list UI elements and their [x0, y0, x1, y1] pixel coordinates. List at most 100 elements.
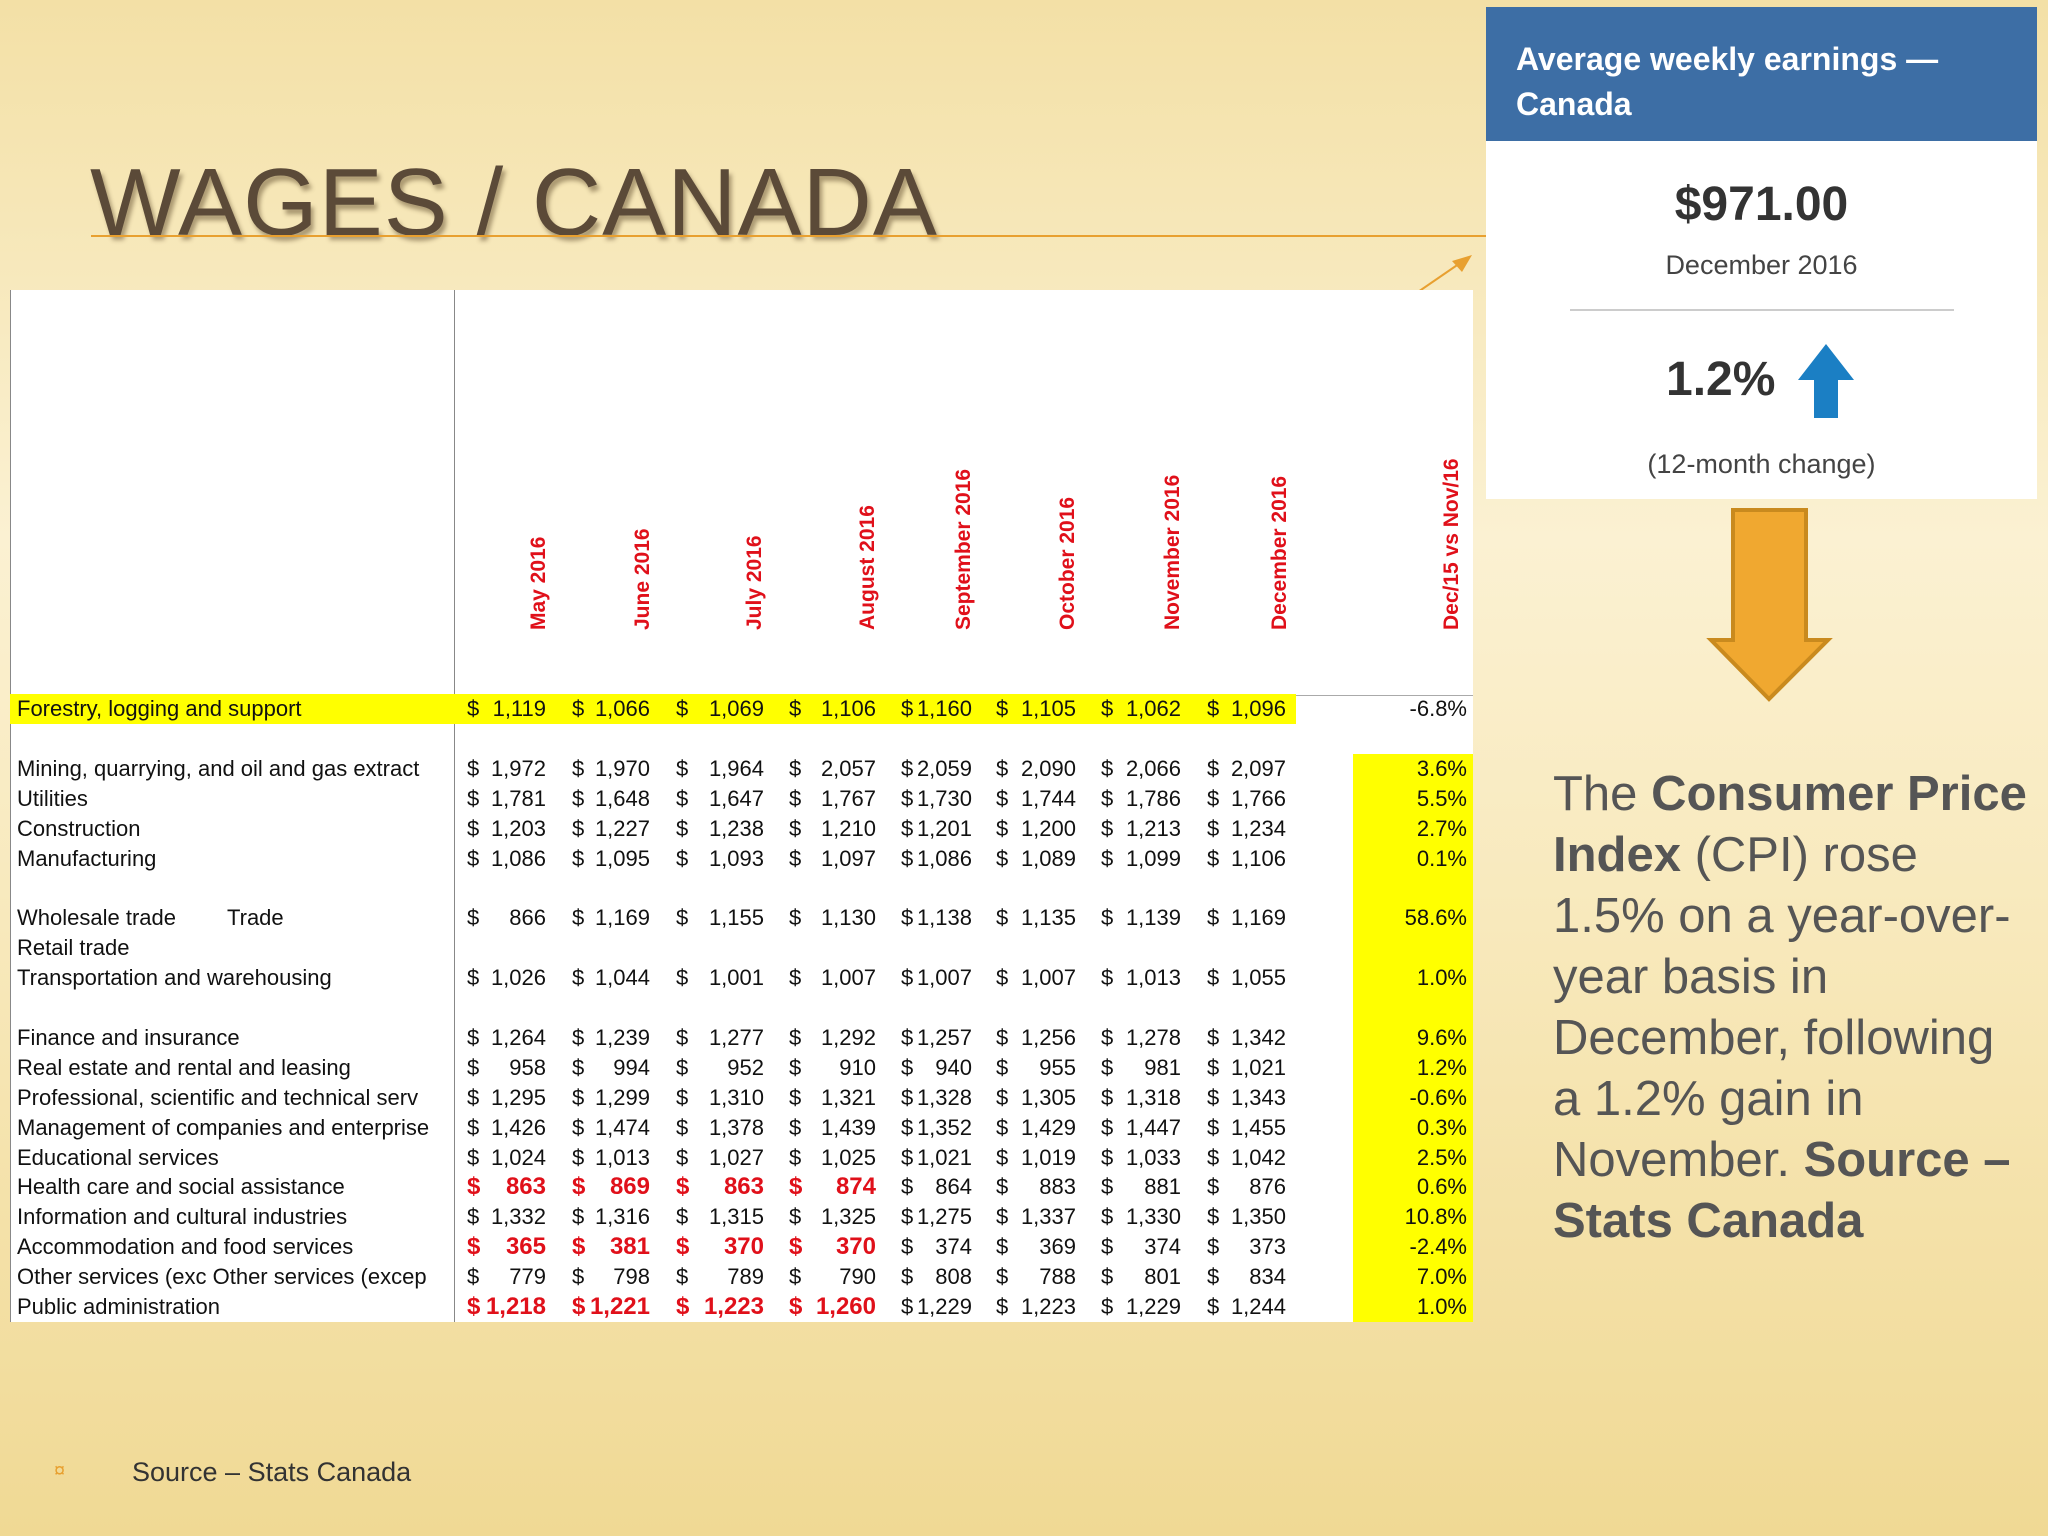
currency-sign: $	[1101, 1084, 1114, 1110]
currency-sign: $	[789, 1114, 802, 1140]
currency-sign: $	[572, 845, 585, 871]
currency-sign: $	[996, 1024, 1009, 1050]
currency-sign: $	[901, 1294, 914, 1319]
currency-sign: $	[996, 1144, 1009, 1170]
currency-sign: $	[676, 1264, 689, 1290]
currency-sign: $	[467, 755, 480, 781]
wage-cell: 883	[1039, 1174, 1076, 1200]
wage-cell: 1,744	[1020, 785, 1076, 811]
currency-sign: $	[789, 785, 802, 811]
currency-sign: $	[572, 1084, 585, 1110]
wage-cell: 1,648	[594, 785, 650, 811]
wage-cell: 373	[1249, 1234, 1286, 1260]
currency-sign: $	[901, 1084, 914, 1110]
wage-cell: 1,238	[708, 815, 764, 841]
wage-cell: 952	[727, 1054, 764, 1080]
currency-sign: $	[996, 1084, 1009, 1110]
currency-sign: $	[1101, 696, 1114, 721]
wage-cell: 864	[935, 1174, 972, 1200]
currency-sign: $	[1101, 845, 1114, 871]
left-border	[10, 290, 11, 1322]
row-label: Information and cultural industries	[17, 1204, 348, 1230]
up-arrow	[1798, 344, 1854, 418]
wage-cell: 1,066	[594, 696, 650, 721]
row-label: Mining, quarrying, and oil and gas extra…	[17, 755, 420, 781]
wage-cell: 1,013	[1125, 965, 1181, 991]
wage-cell: 863	[723, 1173, 764, 1201]
wage-cell: 1,033	[1125, 1144, 1181, 1170]
wage-cell: 881	[1144, 1174, 1181, 1200]
currency-sign: $	[789, 815, 802, 841]
currency-sign: $	[676, 1084, 689, 1110]
wage-cell: 1,093	[708, 845, 764, 871]
currency-sign: $	[901, 815, 914, 841]
change-header: Dec/15 vs Nov/16	[1440, 458, 1463, 630]
row-label: Retail trade	[17, 935, 130, 961]
wage-cell: 1,343	[1230, 1084, 1286, 1110]
currency-sign: $	[901, 696, 914, 721]
wage-cell: 958	[509, 1054, 546, 1080]
wage-cell: 1,210	[820, 815, 876, 841]
currency-sign: $	[1207, 755, 1220, 781]
wage-cell: 1,135	[1020, 905, 1076, 931]
wage-cell: 1,325	[820, 1204, 876, 1230]
currency-sign: $	[467, 1114, 480, 1140]
change-cell: 0.3%	[1416, 1114, 1467, 1140]
currency-sign: $	[1101, 1174, 1114, 1200]
change-cell: 58.6%	[1404, 905, 1467, 931]
note-text: The	[1553, 767, 1652, 821]
wage-cell: 1,318	[1125, 1084, 1181, 1110]
wage-cell: 381	[609, 1233, 650, 1261]
wage-cell: 788	[1039, 1264, 1076, 1290]
wage-cell: 1,342	[1230, 1024, 1286, 1050]
wage-cell: 1,229	[1125, 1294, 1181, 1319]
wage-cell: 1,257	[916, 1024, 972, 1050]
change-cell: 3.6%	[1416, 755, 1467, 781]
currency-sign: $	[467, 815, 480, 841]
currency-sign: $	[1101, 1234, 1114, 1260]
currency-sign: $	[789, 845, 802, 871]
wage-cell: 1,275	[916, 1204, 972, 1230]
wage-cell: 1,426	[490, 1114, 546, 1140]
currency-sign: $	[789, 1024, 802, 1050]
currency-sign: $	[789, 1204, 802, 1230]
currency-sign: $	[572, 815, 585, 841]
currency-sign: $	[1207, 1144, 1220, 1170]
wage-cell: 1,786	[1125, 785, 1181, 811]
currency-sign: $	[1207, 1114, 1220, 1140]
currency-sign: $	[1207, 1174, 1220, 1200]
currency-sign: $	[1207, 696, 1220, 721]
wage-cell: 1,130	[820, 905, 876, 931]
wage-cell: 1,138	[916, 905, 972, 931]
currency-sign: $	[572, 1173, 586, 1201]
row-label: Real estate and rental and leasing	[17, 1054, 351, 1080]
wage-cell: 1,244	[1230, 1294, 1286, 1319]
wage-cell: 374	[935, 1234, 972, 1260]
wage-cell: 1,474	[594, 1114, 650, 1140]
currency-sign: $	[901, 1144, 914, 1170]
wage-cell: 1,021	[916, 1144, 972, 1170]
wage-cell: 1,439	[820, 1114, 876, 1140]
wage-cell: 1,106	[1230, 845, 1286, 871]
change-cell: -0.6%	[1409, 1084, 1467, 1110]
wage-cell: 940	[935, 1054, 972, 1080]
column-header: November 2016	[1161, 474, 1184, 630]
card-period: December 2016	[1665, 250, 1858, 280]
currency-sign: $	[1101, 1024, 1114, 1050]
wage-cell: 1,328	[916, 1084, 972, 1110]
wage-cell: 1,019	[1020, 1144, 1076, 1170]
currency-sign: $	[1207, 1234, 1220, 1260]
row-label: Other services (exc Other services (exce…	[17, 1264, 427, 1290]
currency-sign: $	[1101, 785, 1114, 811]
currency-sign: $	[572, 1204, 585, 1230]
currency-sign: $	[676, 1114, 689, 1140]
currency-sign: $	[1207, 1054, 1220, 1080]
wage-cell: 1,069	[708, 696, 764, 721]
currency-sign: $	[1207, 785, 1220, 811]
card-title: Average weekly earnings — Canada	[1516, 41, 1939, 122]
currency-sign: $	[467, 1264, 480, 1290]
currency-sign: $	[996, 845, 1009, 871]
wage-cell: 1,024	[490, 1144, 546, 1170]
change-highlight	[1353, 754, 1473, 1322]
wage-cell: 1,044	[594, 965, 650, 991]
